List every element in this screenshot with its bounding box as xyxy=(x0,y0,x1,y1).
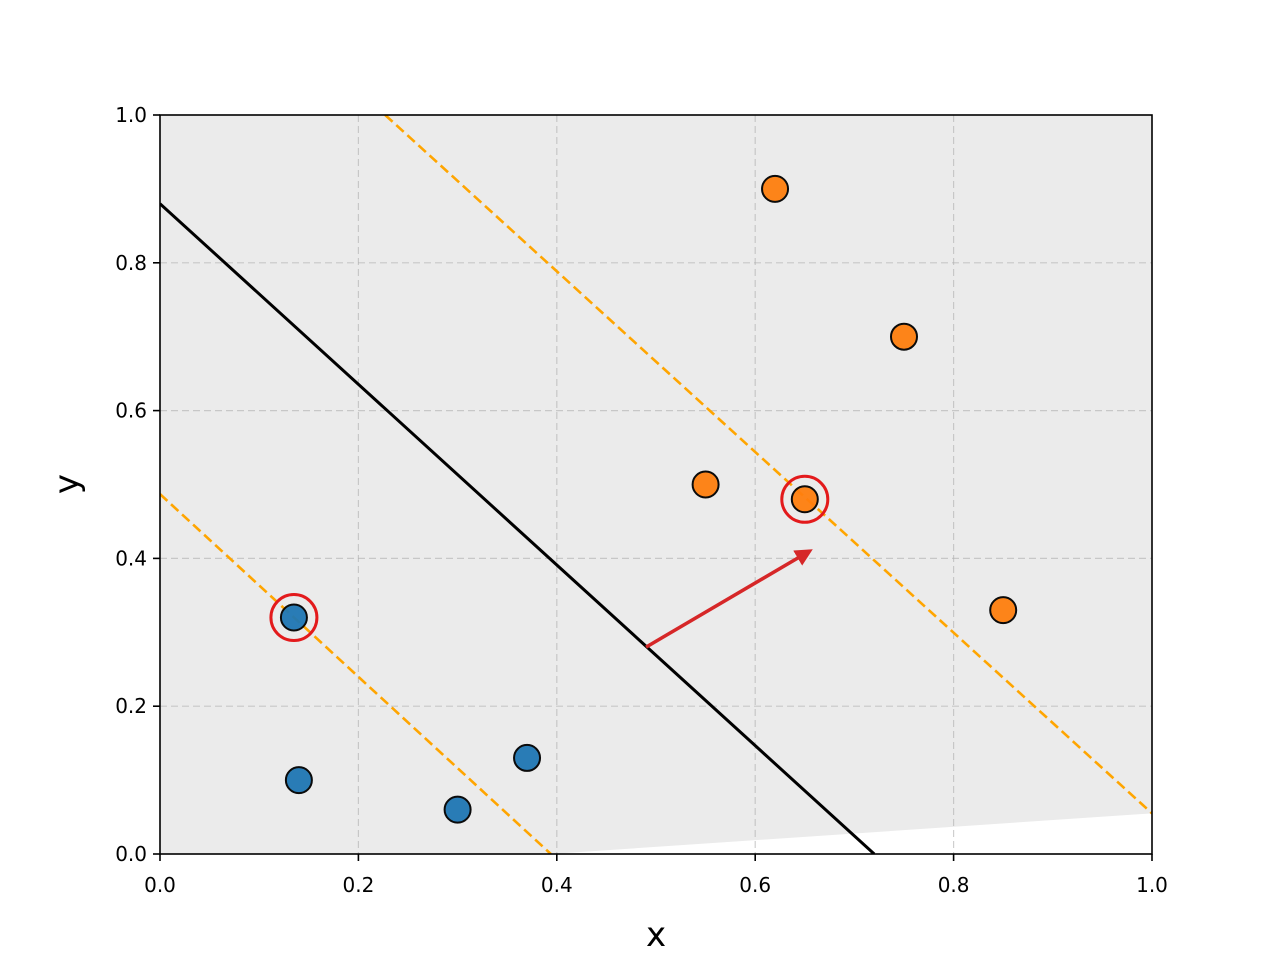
data-point-class-0 xyxy=(513,743,542,772)
y-tick-label: 0.8 xyxy=(115,251,147,275)
data-point-class-0 xyxy=(279,603,308,632)
y-tick-label: 0.6 xyxy=(115,399,147,423)
support-vector-ring xyxy=(269,593,319,643)
data-point-class-1 xyxy=(691,470,720,499)
x-axis-label: x xyxy=(646,915,666,955)
support-vector-ring xyxy=(780,474,830,524)
plot-area xyxy=(159,114,1153,855)
data-point-class-1 xyxy=(890,322,918,351)
plot-clip-group xyxy=(160,115,1152,854)
data-point-class-0 xyxy=(284,766,313,795)
margin-line-upper xyxy=(384,115,1152,815)
y-tick-label: 1.0 xyxy=(115,103,147,127)
axis-ticks: 0.0 0.2 0.4 0.6 0.8 1.0 0.0 0.2 0.4 0.6 0.8 1.0 xyxy=(115,103,1168,897)
margin-line-lower xyxy=(160,493,552,854)
x-tick-label: 0.0 xyxy=(144,873,176,897)
y-tick-label: 0.2 xyxy=(115,694,147,718)
decision-boundary xyxy=(160,202,876,854)
y-tick-label: 0.4 xyxy=(115,546,147,570)
x-tick-label: 0.2 xyxy=(342,873,374,897)
x-tick-label: 1.0 xyxy=(1136,873,1168,897)
data-point-class-1 xyxy=(989,596,1018,625)
x-tick-label: 0.6 xyxy=(739,873,771,897)
data-point-class-1 xyxy=(761,174,790,203)
x-tick-label: 0.8 xyxy=(938,873,970,897)
x-tick-label: 0.4 xyxy=(541,873,573,897)
margin-region xyxy=(160,115,1152,854)
normal-vector-arrow xyxy=(645,549,813,649)
data-point-class-1 xyxy=(790,485,819,514)
data-point-class-0 xyxy=(443,795,472,824)
axes-frame xyxy=(159,114,1153,855)
y-tick-label: 0.0 xyxy=(115,842,147,866)
y-axis-label: y xyxy=(47,474,87,494)
